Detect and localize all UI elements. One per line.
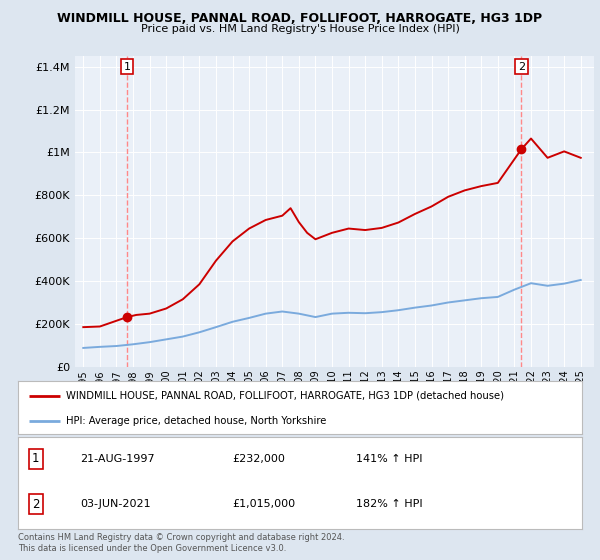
Text: 1: 1 <box>124 62 131 72</box>
Text: 141% ↑ HPI: 141% ↑ HPI <box>356 454 423 464</box>
Text: 2: 2 <box>32 498 40 511</box>
Text: WINDMILL HOUSE, PANNAL ROAD, FOLLIFOOT, HARROGATE, HG3 1DP (detached house): WINDMILL HOUSE, PANNAL ROAD, FOLLIFOOT, … <box>66 391 504 401</box>
Text: Price paid vs. HM Land Registry's House Price Index (HPI): Price paid vs. HM Land Registry's House … <box>140 24 460 34</box>
Text: WINDMILL HOUSE, PANNAL ROAD, FOLLIFOOT, HARROGATE, HG3 1DP: WINDMILL HOUSE, PANNAL ROAD, FOLLIFOOT, … <box>58 12 542 25</box>
Text: £1,015,000: £1,015,000 <box>232 500 295 509</box>
Text: HPI: Average price, detached house, North Yorkshire: HPI: Average price, detached house, Nort… <box>66 416 326 426</box>
Text: £232,000: £232,000 <box>232 454 285 464</box>
Text: 21-AUG-1997: 21-AUG-1997 <box>80 454 155 464</box>
Text: Contains HM Land Registry data © Crown copyright and database right 2024.
This d: Contains HM Land Registry data © Crown c… <box>18 533 344 553</box>
Text: 1: 1 <box>32 452 40 465</box>
Text: 2: 2 <box>518 62 525 72</box>
Text: 182% ↑ HPI: 182% ↑ HPI <box>356 500 423 509</box>
Text: 03-JUN-2021: 03-JUN-2021 <box>80 500 151 509</box>
